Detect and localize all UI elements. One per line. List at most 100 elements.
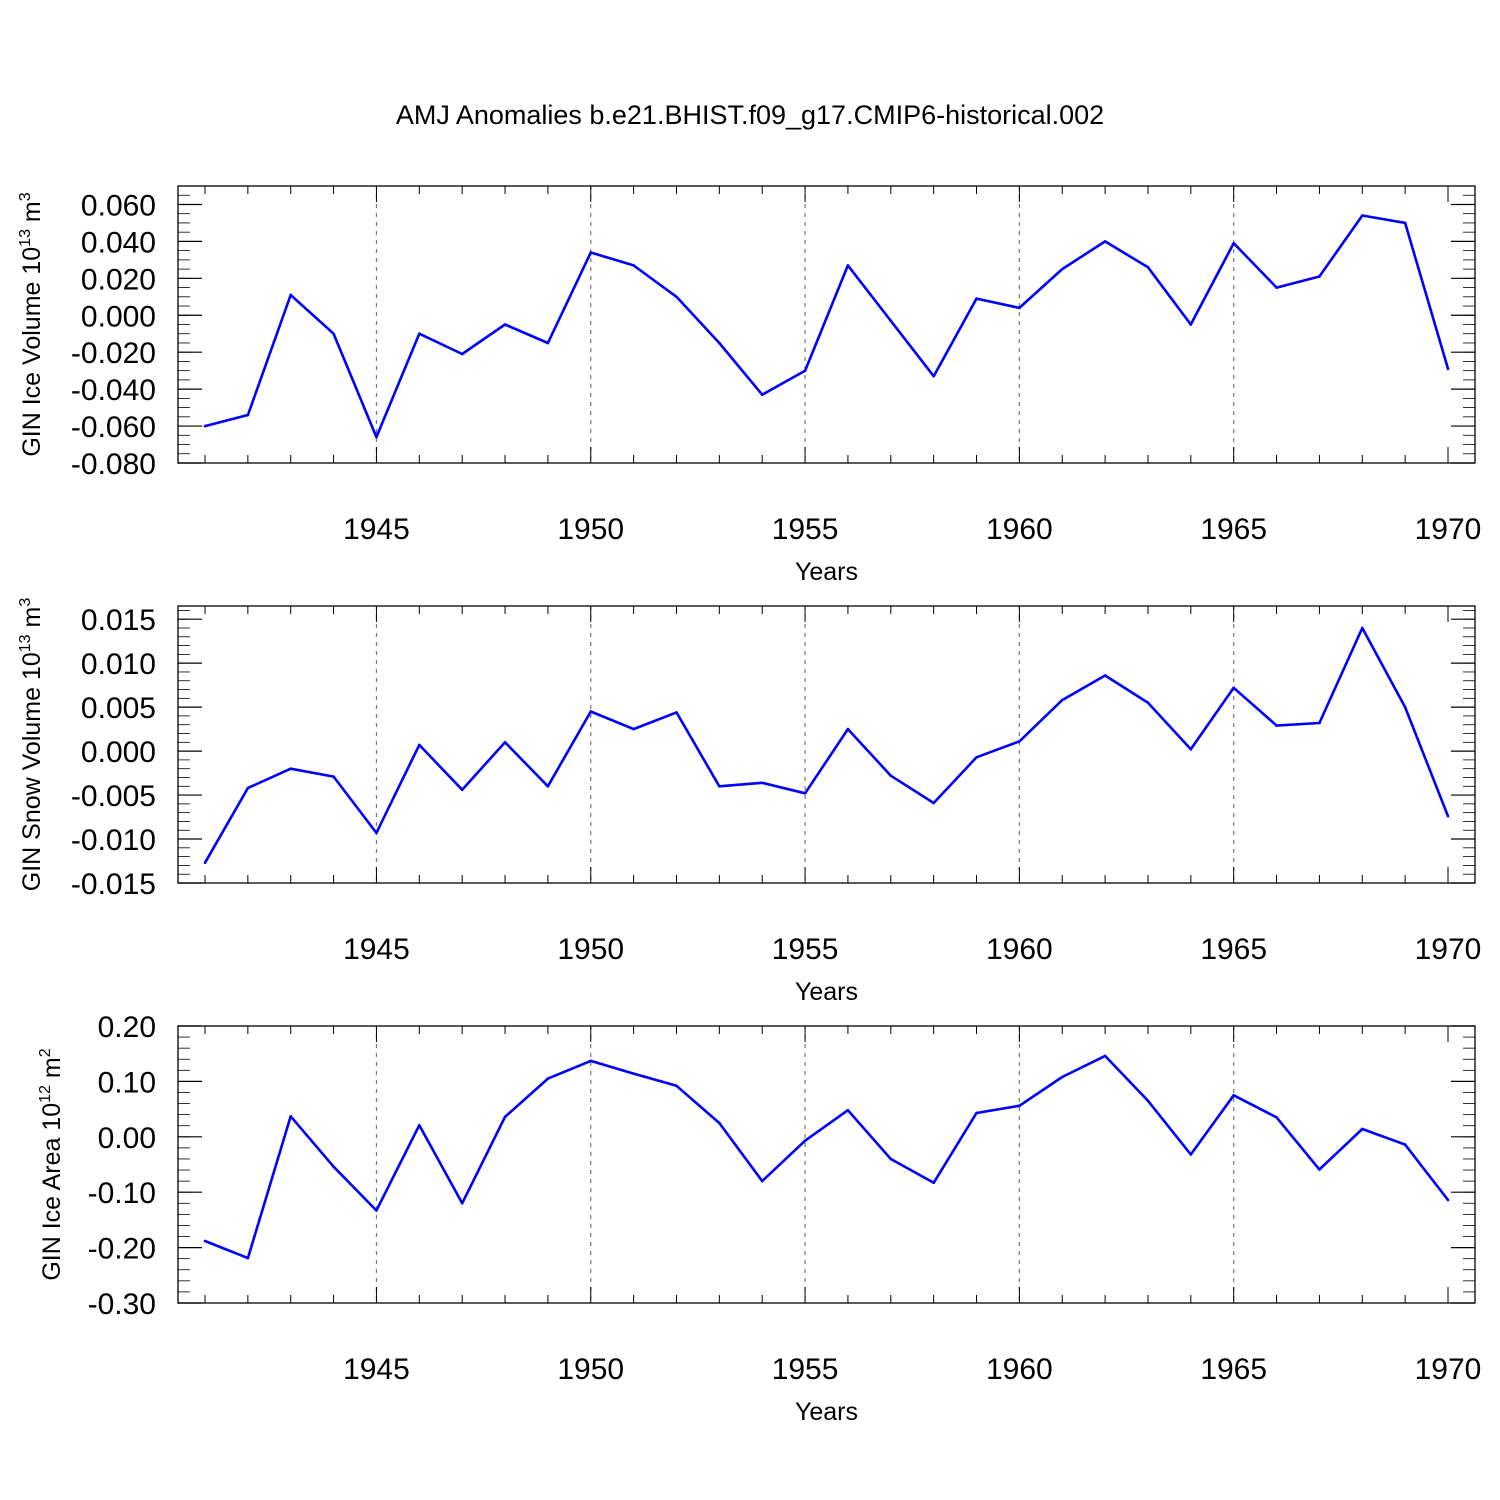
- plot-frame: [177, 1025, 1476, 1304]
- data-point: [675, 295, 678, 299]
- data-point: [846, 1108, 850, 1112]
- data-point: [760, 1179, 764, 1183]
- y-tick-label: -0.020: [71, 337, 156, 370]
- data-point: [1360, 214, 1364, 217]
- data-point: [546, 1077, 550, 1080]
- y-tick-label: -0.005: [71, 780, 156, 813]
- x-tick-label: 1970: [1415, 933, 1482, 966]
- y-tick-label: -0.010: [71, 824, 156, 857]
- data-point: [975, 297, 978, 300]
- data-point: [803, 792, 807, 795]
- data-point: [675, 1084, 678, 1088]
- data-point: [1018, 740, 1021, 743]
- y-tick-label: 0.20: [98, 1011, 156, 1044]
- y-tick-label: -0.080: [71, 448, 156, 481]
- x-tick-label: 1945: [343, 1353, 410, 1386]
- data-point: [1318, 1168, 1321, 1171]
- data-point: [1360, 1127, 1364, 1131]
- x-axis-title: Years: [795, 558, 858, 586]
- y-axis-title: GIN Ice Area 1012 m2: [37, 1048, 66, 1280]
- data-point: [246, 413, 250, 417]
- data-point: [246, 786, 250, 790]
- x-tick-label: 1950: [557, 933, 624, 966]
- data-point: [803, 369, 807, 372]
- data-point: [932, 1181, 935, 1185]
- y-tick-label: 0.010: [81, 648, 156, 681]
- data-point: [760, 781, 764, 785]
- x-tick-label: 1955: [772, 513, 839, 546]
- data-point: [675, 711, 678, 714]
- data-point: [1360, 626, 1364, 630]
- data-point: [632, 727, 635, 731]
- data-point: [1103, 240, 1107, 243]
- data-point: [332, 1165, 335, 1169]
- data-point: [589, 251, 593, 254]
- data-point: [289, 1115, 293, 1118]
- data-point: [1232, 1093, 1235, 1097]
- y-tick-label: -0.015: [71, 868, 156, 901]
- data-point: [975, 1111, 978, 1115]
- data-point: [632, 1072, 635, 1075]
- data-point: [1318, 275, 1321, 278]
- y-axis-title: GIN Snow Volume 1013 m3: [17, 598, 46, 892]
- data-point: [503, 1115, 507, 1119]
- x-tick-label: 1965: [1200, 933, 1267, 966]
- x-tick-label: 1955: [772, 1353, 839, 1386]
- data-point: [589, 710, 593, 713]
- data-point: [289, 293, 293, 297]
- y-tick-label: 0.015: [81, 604, 156, 637]
- data-point: [589, 1059, 593, 1063]
- y-tick-label: 0.060: [81, 189, 156, 222]
- data-point: [1318, 721, 1321, 725]
- data-point: [1446, 814, 1450, 818]
- x-tick-label: 1965: [1200, 1353, 1267, 1386]
- y-tick-label: 0.000: [81, 300, 156, 333]
- data-point: [203, 424, 207, 428]
- data-point: [546, 341, 550, 345]
- data-point: [889, 774, 893, 778]
- data-point: [460, 352, 464, 356]
- data-point: [332, 332, 335, 336]
- data-point: [1275, 286, 1278, 289]
- data-point: [460, 788, 464, 792]
- data-point: [718, 341, 721, 345]
- y-tick-label: -0.20: [88, 1233, 156, 1266]
- x-tick-label: 1960: [986, 513, 1053, 546]
- data-point: [1018, 1104, 1021, 1108]
- data-point: [1275, 724, 1278, 727]
- y-tick-label: 0.00: [98, 1122, 156, 1155]
- x-tick-label: 1960: [986, 933, 1053, 966]
- plot-frame: [177, 605, 1476, 884]
- series-line-gin-ice-area: [204, 1054, 1450, 1260]
- y-tick-label: 0.005: [81, 692, 156, 725]
- data-point: [546, 784, 550, 788]
- data-point: [975, 755, 978, 759]
- y-tick-label: -0.10: [88, 1177, 156, 1210]
- data-point: [846, 264, 850, 267]
- data-point: [503, 741, 507, 744]
- y-tick-label: 0.040: [81, 226, 156, 259]
- data-point: [1232, 686, 1235, 690]
- x-tick-label: 1950: [557, 1353, 624, 1386]
- x-tick-label: 1970: [1415, 1353, 1482, 1386]
- data-point: [289, 767, 293, 770]
- data-point: [1403, 1143, 1407, 1146]
- x-tick-label: 1945: [343, 513, 410, 546]
- data-point: [1146, 265, 1150, 269]
- series-line-gin-ice-volume: [204, 214, 1450, 439]
- data-point: [203, 861, 207, 865]
- x-tick-label: 1945: [343, 933, 410, 966]
- data-point: [1146, 1099, 1150, 1103]
- data-point: [1018, 306, 1021, 310]
- data-point: [889, 319, 893, 323]
- y-axis-title: GIN Ice Volume 1013 m3: [17, 192, 46, 456]
- figure-title: AMJ Anomalies b.e21.BHIST.f09_g17.CMIP6-…: [396, 100, 1104, 130]
- data-point: [1189, 748, 1193, 751]
- data-point: [246, 1256, 250, 1260]
- data-point: [375, 435, 378, 439]
- series-line-gin-snow-volume: [203, 626, 1450, 864]
- data-point: [760, 393, 764, 396]
- panel-1: 0.060 0.040 0.020 0.000 -0.020 -0.040 -0.060 -0…: [17, 185, 1481, 586]
- data-point: [1146, 701, 1150, 705]
